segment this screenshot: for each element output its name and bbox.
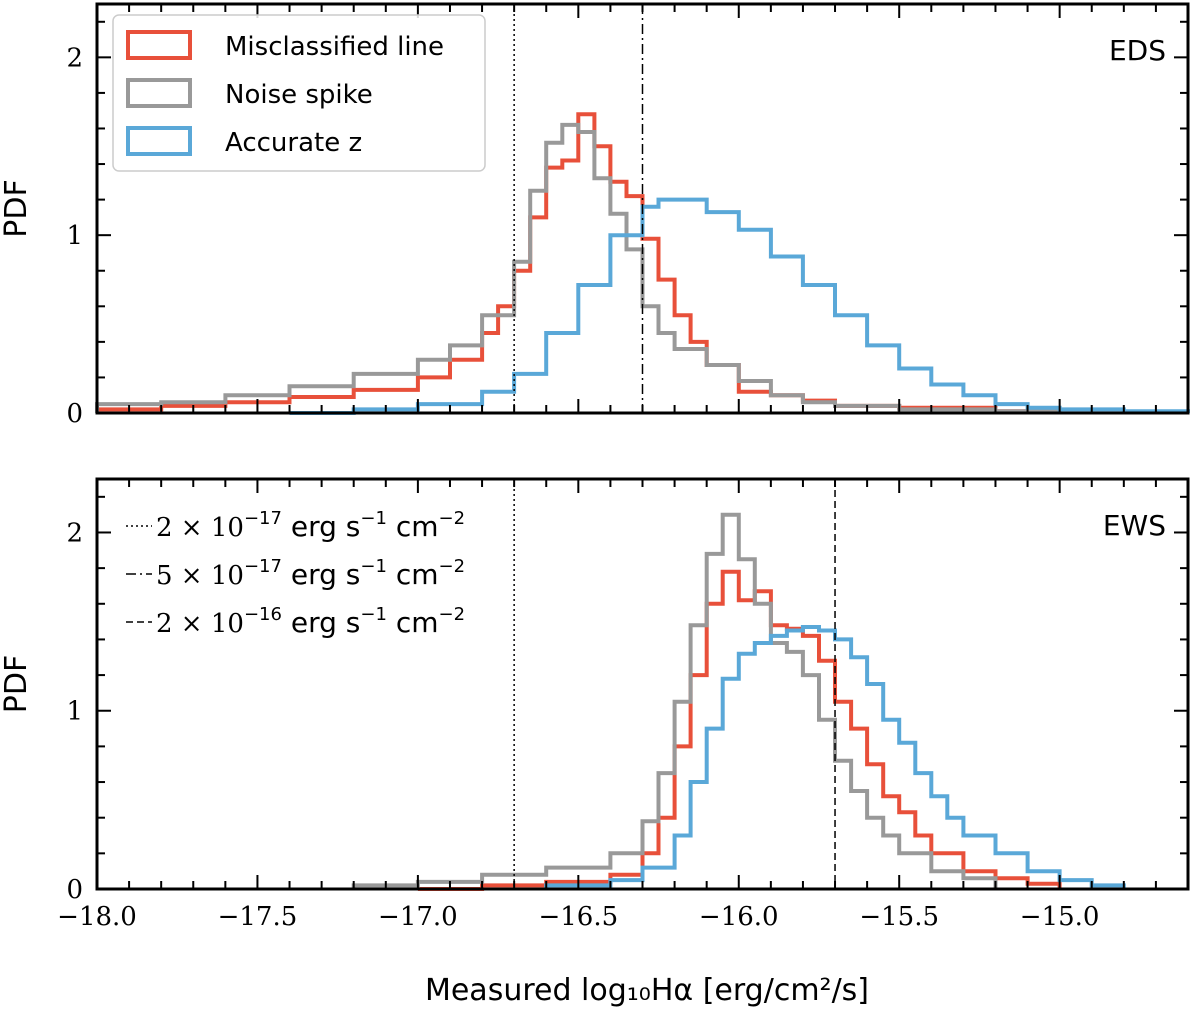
top-y-axis-label: PDF <box>0 179 34 237</box>
top-series-accurate-z <box>289 197 1190 415</box>
legend-label: Accurate z <box>225 128 362 158</box>
top-series-noise-spike <box>95 122 1062 414</box>
top-y-tick-label: 0 <box>66 399 83 429</box>
bottom-survey-label: EWS <box>1103 509 1166 542</box>
legend-label: Misclassified line <box>225 32 444 62</box>
legend: Misclassified line Noise spike Accurate z <box>112 14 486 172</box>
top-axes-frame <box>95 2 1190 415</box>
top-survey-label: EDS <box>1109 34 1166 67</box>
threshold-legend-part: erg s <box>282 606 360 639</box>
bottom-series-noise-spike <box>351 512 998 889</box>
bottom-y-axis-label: PDF <box>0 655 34 713</box>
bottom-y-tick-label: 0 <box>66 875 83 905</box>
threshold-legend-part: −17 <box>244 556 282 577</box>
threshold-legend-part: 2 × 10 <box>156 609 244 639</box>
threshold-legend-label: 5 × 10−17 erg s−1 cm−2 <box>156 556 465 591</box>
threshold-legend-part: erg s <box>282 510 360 543</box>
bottom-x-tick-label: −16.0 <box>699 902 779 932</box>
threshold-legend-part: cm <box>387 510 439 543</box>
threshold-legend-part: −2 <box>439 508 466 529</box>
threshold-legend-part: cm <box>387 558 439 591</box>
bottom-y-tick-label: 1 <box>66 697 83 727</box>
threshold-legend-part: −2 <box>439 604 466 625</box>
legend-label: Noise spike <box>225 80 373 110</box>
threshold-legend-part: cm <box>387 606 439 639</box>
top-y-tick-label: 1 <box>66 221 83 251</box>
bottom-x-tick-label: −16.5 <box>538 902 618 932</box>
threshold-legend: 2 × 10−17 erg s−1 cm−25 × 10−17 erg s−1 … <box>126 508 465 639</box>
bottom-axes-frame <box>95 477 1190 891</box>
legend-box <box>112 14 486 172</box>
threshold-legend-label: 2 × 10−17 erg s−1 cm−2 <box>156 508 465 543</box>
threshold-legend-part: −1 <box>360 604 387 625</box>
top-y-tick-label: 2 <box>66 43 83 73</box>
top-panel: 0 1 2 PDF EDS Misclassified line Noise spike Ac… <box>0 2 1190 429</box>
bottom-panel: 0 1 2 −18.0 −17.5 −17.0 −16.5 −16.0 −15.5 −15.0 PD… <box>0 477 1190 932</box>
threshold-legend-part: −2 <box>439 556 466 577</box>
x-axis-label: Measured log₁₀Hα [erg/cm²/s] <box>425 973 869 1008</box>
bottom-y-tick-label: 2 <box>66 518 83 548</box>
bottom-x-tick-label: −17.5 <box>218 902 298 932</box>
bottom-x-tick-label: −15.0 <box>1020 902 1100 932</box>
legend-swatch-misclassified-line <box>126 30 192 60</box>
legend-swatch-accurate-z <box>126 126 192 156</box>
threshold-legend-part: 5 × 10 <box>156 561 244 591</box>
bottom-x-tick-label: −15.5 <box>859 902 939 932</box>
threshold-legend-part: 2 × 10 <box>156 513 244 543</box>
threshold-legend-label: 2 × 10−16 erg s−1 cm−2 <box>156 604 465 639</box>
legend-swatch-noise-spike <box>126 78 192 108</box>
threshold-legend-part: −1 <box>360 508 387 529</box>
bottom-x-tick-label: −18.0 <box>57 902 137 932</box>
threshold-legend-part: −17 <box>244 508 282 529</box>
threshold-legend-part: −1 <box>360 556 387 577</box>
threshold-legend-part: erg s <box>282 558 360 591</box>
bottom-x-tick-label: −17.0 <box>378 902 458 932</box>
threshold-legend-part: −16 <box>244 604 282 625</box>
